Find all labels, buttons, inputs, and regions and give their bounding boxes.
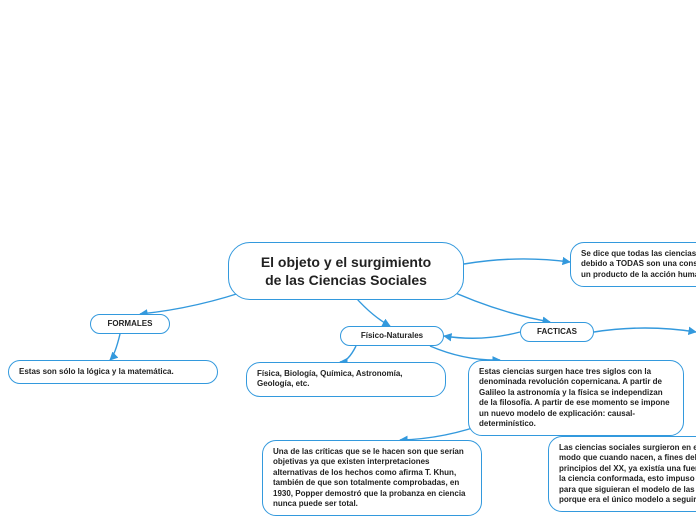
edge xyxy=(444,332,520,338)
node-fisico-list[interactable]: Física, Biología, Química, Astronomía, G… xyxy=(246,362,446,397)
node-formales[interactable]: FORMALES xyxy=(90,314,170,334)
edge xyxy=(594,328,696,332)
edge xyxy=(464,259,570,264)
edge xyxy=(110,334,120,360)
edge xyxy=(430,346,500,360)
node-critica[interactable]: Una de las críticas que se le hacen son … xyxy=(262,440,482,516)
node-fisico-history[interactable]: Estas ciencias surgen hace tres siglos c… xyxy=(468,360,684,436)
node-fisico-naturales[interactable]: Físico-Naturales xyxy=(340,326,444,346)
node-root[interactable]: El objeto y el surgimiento de las Cienci… xyxy=(228,242,464,300)
node-formales-desc[interactable]: Estas son sólo la lógica y la matemática… xyxy=(8,360,218,384)
edge xyxy=(340,346,356,362)
node-facticas[interactable]: FACTICAS xyxy=(520,322,594,342)
node-sociales-desc[interactable]: Las ciencias sociales surgieron en el si… xyxy=(548,436,696,512)
node-social-def[interactable]: Se dice que todas las ciencias son socia… xyxy=(570,242,696,287)
